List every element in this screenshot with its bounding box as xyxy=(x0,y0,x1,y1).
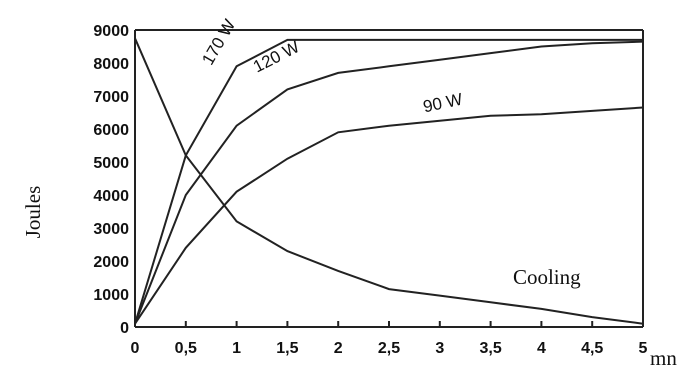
y-tick-label: 1000 xyxy=(93,287,129,304)
x-tick-label: 0 xyxy=(131,340,140,357)
y-tick-label: 8000 xyxy=(93,56,129,73)
x-tick-label: 1 xyxy=(232,340,241,357)
y-tick-label: 2000 xyxy=(93,254,129,271)
y-tick-label: 5000 xyxy=(93,155,129,172)
series-line-cooling xyxy=(134,37,644,325)
x-tick-label: 2 xyxy=(334,340,343,357)
x-tick-label: 2,5 xyxy=(378,340,400,357)
y-tick-label: 4000 xyxy=(93,188,129,205)
series-label-170-w: 170 W xyxy=(198,16,239,68)
x-tick-label: 4,5 xyxy=(581,340,603,357)
series-line-170-w xyxy=(134,38,643,324)
y-tick-label: 0 xyxy=(120,320,129,337)
y-tick-label: 6000 xyxy=(93,122,129,139)
x-tick-label: 3,5 xyxy=(479,340,501,357)
series-label-120-w: 120 W xyxy=(250,37,302,76)
x-axis-unit: mn xyxy=(650,346,677,370)
x-tick-label: 4 xyxy=(537,340,546,357)
x-tick-label: 3 xyxy=(435,340,444,357)
y-tick-label: 9000 xyxy=(93,23,129,40)
x-tick-label: 0,5 xyxy=(175,340,197,357)
y-tick-label: 3000 xyxy=(93,221,129,238)
x-tick-label: 5 xyxy=(639,340,648,357)
series-label-cooling: Cooling xyxy=(513,265,581,289)
series-line-90-w xyxy=(134,106,644,325)
x-tick-label: 1,5 xyxy=(276,340,298,357)
y-tick-label: 7000 xyxy=(93,89,129,106)
series-line-120-w xyxy=(134,40,644,325)
y-axis-title: Joules xyxy=(21,186,45,239)
series-label-90-w: 90 W xyxy=(421,90,464,117)
